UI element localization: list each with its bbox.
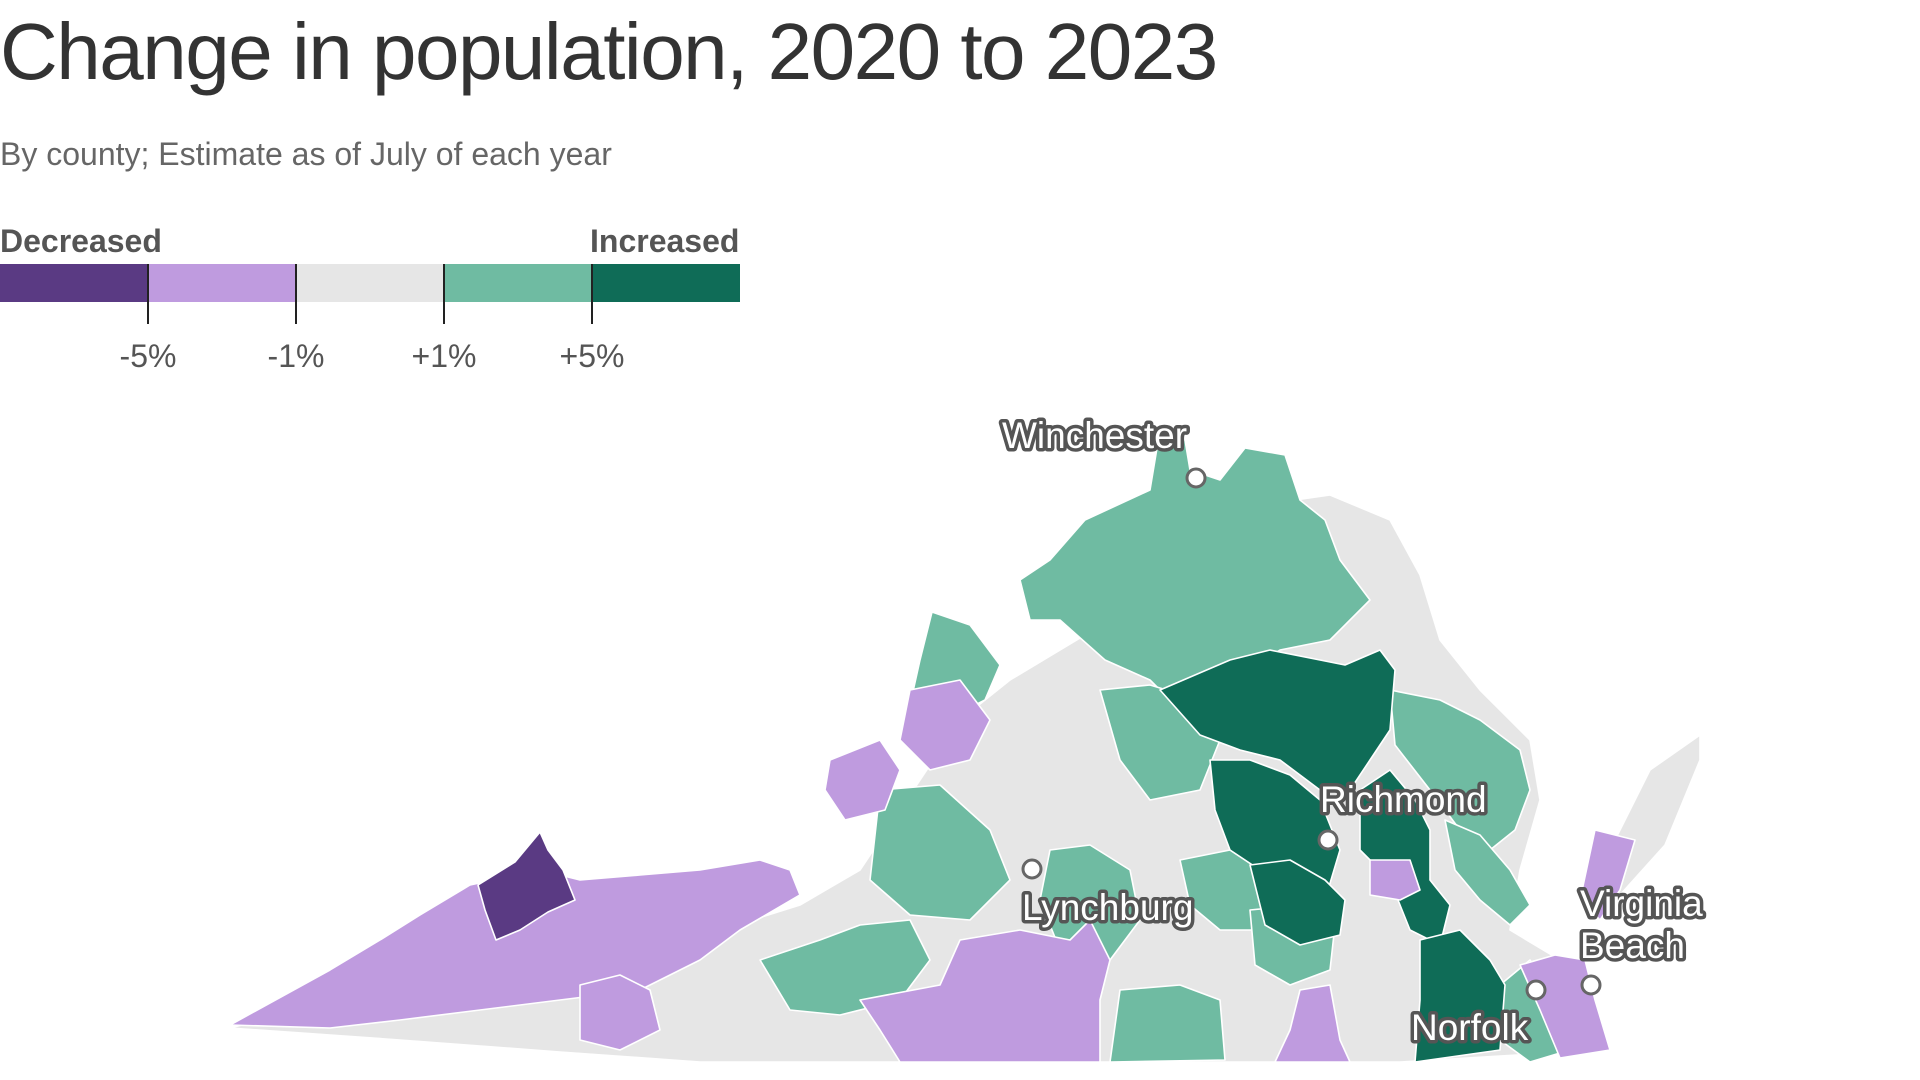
- county-region-decrease: [1274, 984, 1351, 1063]
- county-region-decrease: [1369, 859, 1421, 901]
- city-label-virginia-beach: Virginia Beach: [1580, 883, 1713, 966]
- city-marker-icon: [1580, 974, 1602, 996]
- county-region-strong-increase: [1159, 649, 1396, 791]
- city-lynchburg: Lynchburg: [1019, 858, 1197, 932]
- county-region-increase: [869, 784, 1011, 921]
- legend-swatch-little-change: [296, 264, 444, 302]
- legend-swatch-strong-increase: [592, 264, 740, 302]
- city-label-lynchburg: Lynchburg: [1022, 887, 1193, 928]
- city-winchester: Winchester: [999, 412, 1207, 489]
- county-region-increase: [1444, 819, 1531, 926]
- legend-tick-mark: [147, 264, 149, 324]
- legend-tick-mark: [591, 264, 593, 324]
- county-region-decrease: [229, 859, 801, 1029]
- city-label-richmond: Richmond: [1320, 779, 1487, 820]
- city-marker-icon: [1317, 829, 1339, 851]
- county-region-decrease: [1579, 829, 1636, 921]
- county-region-strong-increase: [1249, 859, 1346, 946]
- legend-tick-label: +1%: [411, 338, 477, 374]
- city-virginia-beach: Virginia Beach: [1577, 880, 1713, 996]
- legend-tick-label: +5%: [559, 338, 625, 374]
- city-markers: Winchester Richmond Lynchburg Virginia B…: [999, 412, 1713, 1052]
- city-marker-icon: [1525, 979, 1547, 1001]
- county-regions: [229, 429, 1701, 1063]
- county-region-strong-increase: [1414, 929, 1506, 1063]
- legend-tick-mark: [295, 264, 297, 324]
- legend-tick-label: -5%: [119, 338, 177, 374]
- county-region-increase: [1109, 984, 1226, 1063]
- county-region-increase: [1039, 844, 1141, 961]
- legend-tick-label: -1%: [267, 338, 325, 374]
- county-region-increase: [1019, 429, 1371, 701]
- legend-swatch-strong-decrease: [0, 264, 148, 302]
- legend-decreased-label: Decreased: [0, 223, 162, 259]
- city-label-winchester: Winchester: [1002, 415, 1187, 456]
- legend-swatch-decrease: [148, 264, 296, 302]
- city-marker-icon: [1185, 467, 1207, 489]
- legend-swatch-increase: [444, 264, 592, 302]
- chart-subtitle: By county; Estimate as of July of each y…: [0, 136, 612, 172]
- county-region-decrease: [859, 919, 1111, 1063]
- city-label-virginia-beach-text-line2: Beach: [1580, 925, 1685, 966]
- legend-color-scale: [0, 264, 740, 302]
- city-richmond: Richmond: [1317, 776, 1490, 851]
- city-label-norfolk: Norfolk: [1411, 1007, 1529, 1048]
- city-label-virginia-beach-text: Virginia: [1580, 883, 1703, 924]
- legend-increased-label: Increased: [590, 223, 740, 259]
- city-marker-icon: [1021, 858, 1043, 880]
- county-region-decrease: [579, 974, 661, 1051]
- legend-tick-mark: [443, 264, 445, 324]
- chart-title: Change in population, 2020 to 2023: [0, 7, 1218, 96]
- county-region-increase: [1389, 689, 1531, 851]
- county-region-strong-decrease: [477, 831, 576, 941]
- county-region-decrease: [899, 679, 991, 771]
- county-region-increase: [759, 919, 931, 1016]
- county-region-decrease: [824, 739, 901, 821]
- city-norfolk: Norfolk: [1408, 979, 1547, 1052]
